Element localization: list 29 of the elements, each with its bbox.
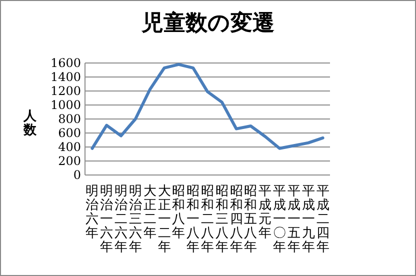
y-tick-label: 600 [58, 126, 81, 140]
x-tick-label: 昭和八年 [172, 184, 186, 241]
y-tick-label: 0 [73, 168, 81, 182]
y-tick-label: 400 [58, 140, 81, 154]
x-tick-label: 明治二六年 [114, 184, 128, 255]
x-tick-label: 大正二年 [143, 184, 156, 241]
y-tick-label: 1000 [50, 98, 81, 112]
x-tick-label: 平成元年 [258, 184, 272, 241]
y-axis-title: 人数 [22, 109, 38, 138]
x-tick-label: 昭和四八年 [230, 184, 243, 255]
y-tick-label: 200 [58, 154, 81, 168]
x-tick-label: 明治六年 [86, 184, 99, 241]
y-tick-label: 1600 [50, 56, 81, 70]
chart-title: 児童数の変遷 [140, 10, 274, 36]
x-tick-label: 平成一九年 [302, 184, 315, 255]
x-tick-label: 大正一二年 [158, 184, 171, 255]
x-tick-label: 昭和三八年 [215, 184, 228, 255]
x-tick-label: 昭和五八年 [244, 184, 258, 255]
line-series [90, 62, 324, 150]
y-tick-label: 800 [58, 112, 81, 126]
x-tick-label: 明治一六年 [100, 184, 114, 255]
y-tick-label: 1200 [50, 84, 81, 98]
x-tick-label: 平成一〇年 [273, 184, 286, 255]
y-tick-label: 1400 [50, 70, 81, 84]
x-tick-label: 昭和一八年 [186, 184, 200, 255]
x-tick-label: 昭和二八年 [201, 184, 214, 255]
x-tick-label: 平成二四年 [316, 184, 330, 255]
x-tick-label: 明治三六年 [128, 184, 142, 255]
x-tick-label: 平成一五年 [287, 184, 300, 255]
